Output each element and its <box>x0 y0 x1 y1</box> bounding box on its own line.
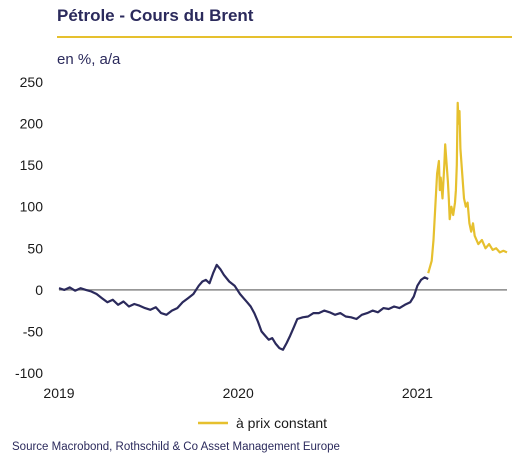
y-tick-label: 100 <box>20 199 44 215</box>
y-tick-label: -100 <box>15 365 43 381</box>
series-line-brent <box>58 263 429 351</box>
legend-label-a-prix-constant: à prix constant <box>236 415 327 431</box>
legend: à prix constant <box>198 415 327 431</box>
x-tick-label: 2019 <box>43 385 74 401</box>
y-tick-label: 150 <box>20 157 44 173</box>
y-tick-label: 50 <box>27 240 43 256</box>
title-underline <box>57 36 512 38</box>
series-layer <box>58 101 508 351</box>
source-note: Source Macrobond, Rothschild & Co Asset … <box>12 441 340 453</box>
y-tick-label: 250 <box>20 74 44 90</box>
chart-title: Pétrole - Cours du Brent <box>57 6 254 25</box>
x-tick-label: 2020 <box>223 385 254 401</box>
y-tick-label: -50 <box>23 323 43 339</box>
y-axis-unit-label: en %, a/a <box>57 51 121 68</box>
y-tick-label: 0 <box>35 282 43 298</box>
y-tick-label: 200 <box>20 116 44 132</box>
x-tick-label: 2021 <box>402 385 433 401</box>
y-axis-ticks: 250 200 150 100 50 0 -50 -100 <box>15 74 43 381</box>
series-line-a-prix-constant <box>427 101 508 274</box>
x-axis-ticks: 2019 2020 2021 <box>43 385 433 401</box>
